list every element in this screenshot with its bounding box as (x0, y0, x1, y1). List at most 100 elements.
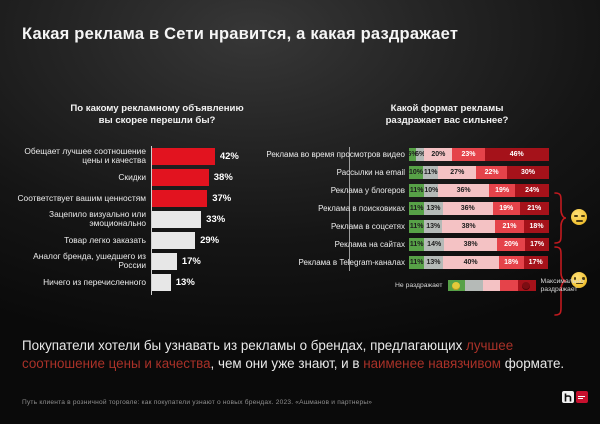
stacked-segment: 22% (476, 165, 507, 179)
bar (151, 231, 196, 249)
stacked-segment: 17% (523, 255, 548, 269)
agency-logo (562, 391, 588, 403)
logo-mark-white (562, 391, 574, 403)
stacked-segment: 46% (484, 147, 549, 161)
stacked-bar: 11% 13% 40% 18% 17% (409, 255, 549, 269)
stacked-bar-row: Реклама в соцсетях 11% 13% 38% 21% 18% (265, 219, 600, 233)
legend-segment (500, 280, 518, 292)
left-chart-title-line2: вы скорее перешли бы? (98, 115, 216, 127)
bar-value: 37% (212, 192, 232, 204)
bar-value: 42% (219, 150, 239, 162)
stacked-segment: 11% (409, 183, 425, 197)
summary-segment: Покупатели хотели бы узнавать из рекламы… (22, 338, 467, 353)
right-chart-title-line1: Какой формат рекламы (390, 103, 504, 114)
stacked-bar: 5% 6% 20% 23% 46% (407, 147, 549, 161)
stacked-segment: 36% (438, 183, 489, 197)
stacked-bar-row: Реклама во время просмотров видео 5% 6% 20%… (265, 147, 600, 161)
stacked-bar-label: Реклама во время просмотров видео (266, 149, 405, 159)
stacked-bar-row: Рассылки на email 10% 11% 27% 22% 30% (265, 165, 600, 179)
stacked-bar-row: Реклама на сайтах 11% 14% 38% 20% 17% (265, 237, 600, 251)
right-chart-rows: Реклама во время просмотров видео 5% 6% 20%… (265, 146, 600, 316)
summary-highlight: наименее навязчивом (363, 355, 502, 371)
left-chart-rows: Обещает лучшее соотношение цены и качест… (14, 145, 304, 295)
stacked-segment: 27% (438, 165, 477, 179)
stacked-segment: 30% (506, 165, 549, 179)
legend-segment (447, 280, 466, 292)
stacked-bar-label: Реклама в соцсетях (331, 221, 405, 231)
bar-label: Скидки (118, 171, 146, 182)
legend-segment (465, 280, 483, 292)
source-note: Путь клиента в розничной торговле: как п… (22, 399, 373, 406)
legend-right-label: Максимально раздражает (540, 278, 584, 293)
stacked-bar-row: Реклама у блогеров 11% 10% 36% 19% 24% (265, 183, 600, 197)
bar-row: Ничего из перечисленного 13% (14, 273, 304, 291)
bar-label: Ничего из перечисленного (43, 276, 146, 287)
emoji-mouth (575, 282, 583, 285)
legend-angry-face-icon (521, 281, 530, 290)
bar-label: Обещает лучшее соотношение цены и качест… (24, 145, 146, 166)
stacked-segment: 20% (424, 147, 453, 161)
left-chart-title-line1: По какому рекламному объявлению (70, 103, 244, 114)
right-chart-title-line2: раздражает вас сильнее? (385, 115, 509, 127)
bar (151, 189, 208, 207)
stacked-segment: 17% (525, 237, 549, 251)
bar-value: 33% (206, 213, 226, 225)
bar (151, 273, 171, 291)
stacked-segment: 24% (515, 183, 549, 197)
summary-segment: , чем они уже знают, и в (210, 355, 364, 371)
stacked-segment: 38% (443, 237, 498, 251)
stacked-segment: 21% (519, 201, 549, 215)
logo-glyph-icon (564, 393, 572, 401)
stacked-segment: 11% (409, 201, 425, 215)
stacked-segment: 13% (424, 255, 443, 269)
stacked-segment: 5% (407, 147, 418, 161)
legend-segment (517, 280, 536, 292)
group-brace-bottom (554, 246, 567, 316)
stacked-segment: 10% (409, 165, 423, 179)
stacked-segment: 19% (492, 201, 520, 215)
emoji-eye (573, 277, 577, 281)
bar (151, 147, 215, 165)
bar-row: Аналог бренда, ушедшего из России 17% (14, 251, 304, 270)
legend-left-label: Не раздражает (395, 281, 443, 289)
bar (151, 252, 177, 270)
right-stacked-chart: Какой формат рекламы раздражает вас силь… (265, 103, 600, 316)
stacked-bar-label: Реклама на сайтах (334, 239, 405, 249)
stacked-bar-label: Рассылки на email (336, 167, 405, 177)
legend-happy-face-icon (451, 281, 460, 290)
stacked-bar: 11% 10% 36% 19% 24% (409, 183, 549, 197)
left-chart-title: По какому рекламному объявлению вы скоре… (22, 103, 292, 128)
stacked-segment: 10% (424, 183, 438, 197)
bar-label: Зацепило визуально или эмоционально (49, 208, 146, 229)
bar-row: Обещает лучшее соотношение цены и качест… (14, 145, 304, 166)
bar-label: Товар легко заказать (64, 234, 146, 245)
stacked-segment: 11% (409, 255, 425, 269)
stacked-bar: 11% 13% 38% 21% 18% (409, 219, 550, 233)
bar-value: 29% (200, 234, 220, 246)
stacked-segment: 13% (424, 219, 443, 233)
logo-mark-red (576, 391, 588, 403)
stacked-segment: 36% (442, 201, 493, 215)
stacked-bar-label: Реклама у блогеров (330, 185, 405, 195)
legend-scale-bar (447, 280, 536, 292)
stacked-segment: 18% (524, 219, 550, 233)
page-title: Какая реклама в Сети нравится, а какая р… (22, 25, 459, 43)
summary-text: Покупатели хотели бы узнавать из рекламы… (22, 337, 588, 373)
stacked-segment: 38% (442, 219, 495, 233)
right-chart-axis-line (349, 146, 350, 271)
stacked-segment: 11% (423, 165, 439, 179)
summary-highlight: лучшее соотношение цены и качества (22, 338, 514, 371)
left-bar-chart: По какому рекламному объявлению вы скоре… (14, 103, 304, 295)
emoji-eye (581, 277, 585, 281)
stacked-bar-row: Реклама в поисковиках 11% 13% 36% 19% 21% (265, 201, 600, 215)
stacked-segment: 18% (498, 255, 524, 269)
emoji-eye (580, 214, 585, 217)
stacked-bar-row: Реклама в Telegram-каналах 11% 13% 40% 18% 17… (265, 255, 600, 269)
neutral-face-icon (571, 271, 587, 288)
bar (151, 168, 209, 186)
right-chart-title: Какой формат рекламы раздражает вас силь… (297, 103, 597, 128)
emoji-eye (573, 214, 578, 217)
summary-segment: формате. (501, 355, 565, 371)
stacked-segment: 13% (424, 201, 443, 215)
